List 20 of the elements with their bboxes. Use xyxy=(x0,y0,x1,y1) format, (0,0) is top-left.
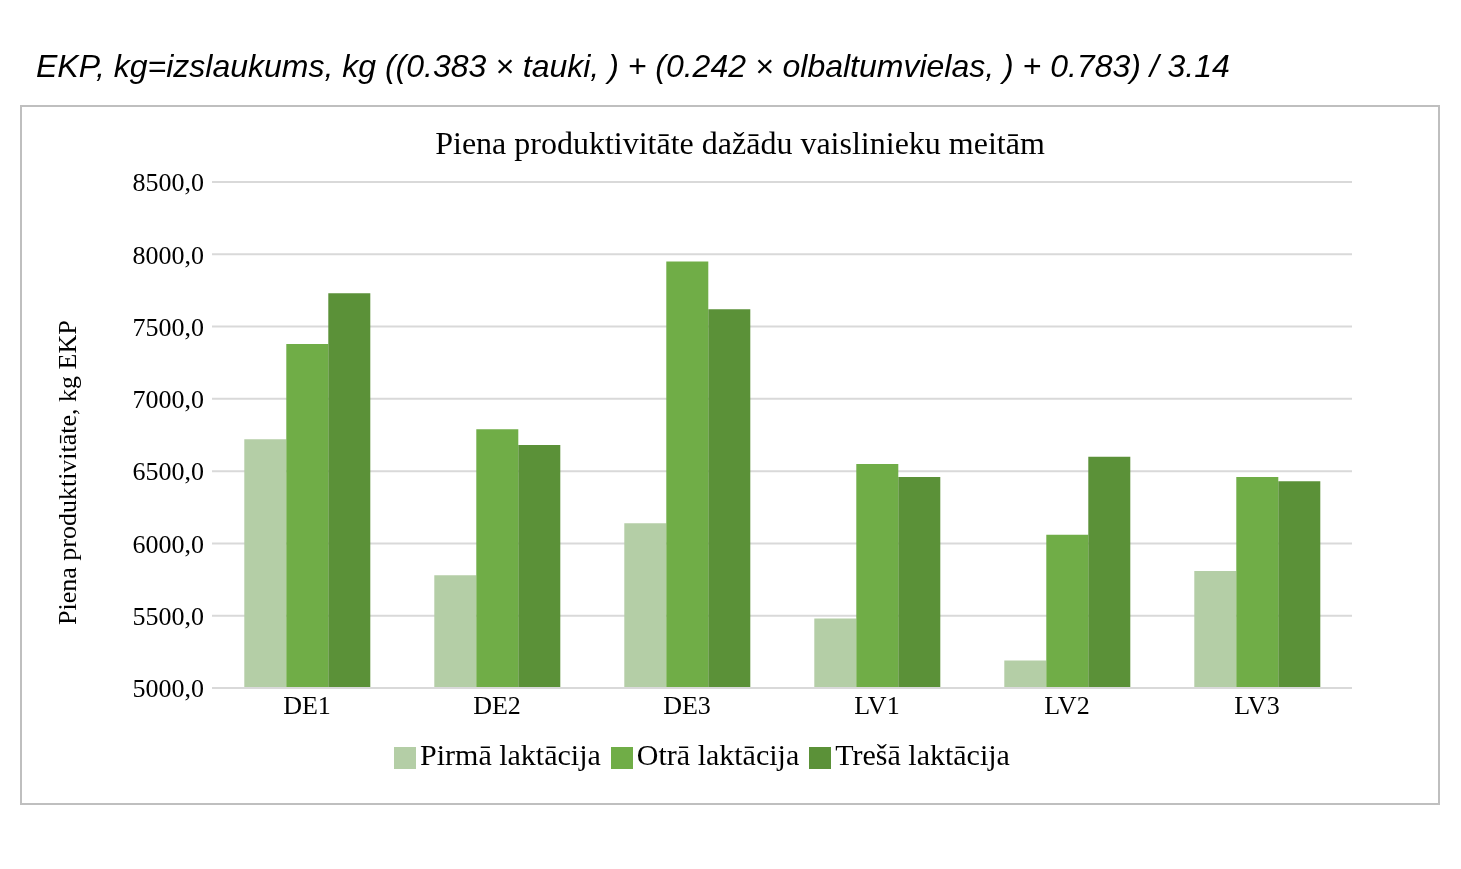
chart-title: Piena produktivitāte dažādu vaislinieku meitām xyxy=(434,124,1046,162)
x-tick-label: DE3 xyxy=(663,691,711,721)
legend-label: Pirmā laktācija xyxy=(420,738,601,771)
y-tick-label: 8500,0 xyxy=(132,168,204,198)
y-tick-label: 7000,0 xyxy=(132,385,204,415)
x-tick-label: LV2 xyxy=(1044,691,1090,721)
x-tick-label: LV1 xyxy=(854,691,900,721)
x-tick-label: DE1 xyxy=(283,691,331,721)
y-tick-label: 8000,0 xyxy=(132,240,204,270)
legend-label: Trešā laktācija xyxy=(835,738,1010,771)
legend-label: Otrā laktācija xyxy=(636,738,800,771)
y-tick-label: 7500,0 xyxy=(132,312,204,342)
y-tick-label: 6500,0 xyxy=(132,457,204,487)
text: EKP, kg=izslaukums, kg ((0.383 × tauki, ) + (0.242 × olbaltumvielas, ) + 0.783) / 3.14 xyxy=(35,47,1231,86)
y-tick-label: 5000,0 xyxy=(132,674,204,704)
x-tick-label: DE2 xyxy=(473,691,521,721)
y-tick-label: 5500,0 xyxy=(132,601,204,631)
x-tick-label: LV3 xyxy=(1234,691,1280,721)
y-tick-label: 6000,0 xyxy=(132,529,204,559)
y-axis-title: Piena produktivitāte, kg EKP xyxy=(53,320,83,625)
